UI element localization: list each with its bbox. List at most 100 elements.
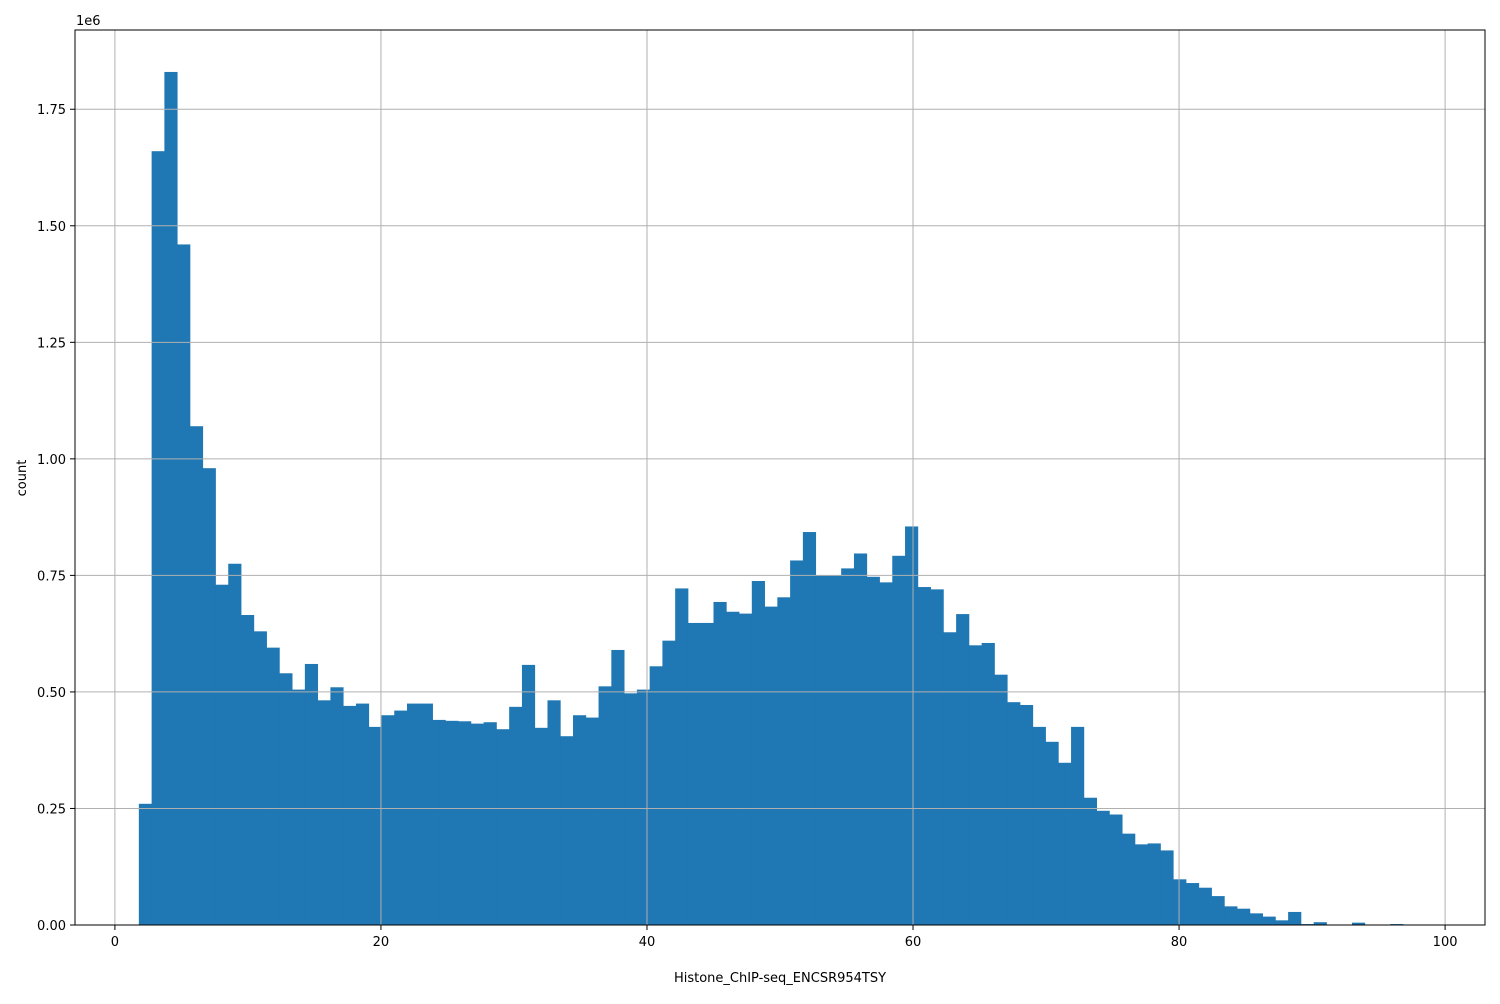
histogram-bar: [1071, 727, 1084, 925]
histogram-bar: [228, 564, 241, 925]
histogram-bar: [1275, 920, 1288, 925]
histogram-bar: [1237, 909, 1250, 925]
x-tick-label: 80: [1171, 935, 1188, 950]
histogram-bar: [1033, 727, 1046, 925]
y-tick-label: 1.25: [37, 336, 66, 351]
histogram-bar: [1212, 896, 1225, 925]
y-tick-label: 1.00: [37, 453, 66, 468]
histogram-bar: [535, 728, 548, 925]
bars-layer: [139, 72, 1429, 925]
histogram-bar: [547, 700, 560, 925]
histogram-bar: [739, 614, 752, 925]
histogram-bar: [1135, 844, 1148, 925]
y-axis-ticks: 0.000.250.500.751.001.251.501.75: [37, 103, 75, 934]
histogram-bar: [611, 650, 624, 925]
histogram-bar: [1263, 917, 1276, 925]
histogram-bar: [496, 729, 509, 925]
histogram-bar: [892, 556, 905, 925]
histogram-bar: [177, 244, 190, 925]
histogram-bar: [1224, 906, 1237, 925]
histogram-bar: [1122, 834, 1135, 925]
y-tick-label: 0.75: [37, 569, 66, 584]
histogram-bar: [573, 715, 586, 925]
histogram-bar: [381, 715, 394, 925]
histogram-bar: [279, 673, 292, 925]
histogram-bar: [1186, 883, 1199, 925]
histogram-bar: [803, 532, 816, 925]
histogram-bar: [650, 666, 663, 925]
y-tick-label: 0.50: [37, 686, 66, 701]
histogram-bar: [688, 623, 701, 925]
histogram-bar: [1007, 702, 1020, 925]
y-axis-offset-label: 1e6: [76, 14, 101, 29]
histogram-bar: [662, 641, 675, 925]
histogram-bar: [1288, 912, 1301, 925]
histogram-bar: [356, 704, 369, 925]
histogram-bar: [369, 727, 382, 925]
histogram-bar: [164, 72, 177, 925]
histogram-bar: [190, 426, 203, 925]
histogram-bar: [777, 597, 790, 925]
histogram-bar: [624, 693, 637, 925]
x-tick-label: 0: [111, 935, 119, 950]
histogram-bar: [905, 526, 918, 925]
histogram-bar: [318, 700, 331, 925]
histogram-bar: [139, 804, 152, 925]
histogram-bar: [305, 664, 318, 925]
histogram-bar: [1173, 879, 1186, 925]
y-tick-label: 1.50: [37, 220, 66, 235]
histogram-bar: [867, 577, 880, 925]
histogram-bar: [1160, 850, 1173, 925]
histogram-bar: [982, 643, 995, 925]
histogram-bar: [1058, 763, 1071, 925]
histogram-bar: [969, 645, 982, 925]
histogram-bar: [1250, 913, 1263, 925]
histogram-bar: [267, 648, 280, 925]
histogram-bar: [586, 718, 599, 925]
y-tick-label: 0.00: [37, 919, 66, 934]
histogram-bar: [458, 721, 471, 925]
histogram-bar: [726, 612, 739, 925]
histogram-bar: [484, 722, 497, 925]
x-tick-label: 40: [639, 935, 656, 950]
histogram-bar: [637, 690, 650, 925]
histogram-bar: [816, 575, 829, 925]
histogram-bar: [943, 632, 956, 925]
histogram-bar: [1097, 811, 1110, 925]
histogram-bar: [752, 581, 765, 925]
histogram-bar: [1199, 888, 1212, 925]
histogram-bar: [343, 706, 356, 925]
histogram-bar: [215, 585, 228, 925]
histogram-bar: [471, 724, 484, 925]
histogram-bar: [880, 582, 893, 925]
histogram-bar: [560, 736, 573, 925]
histogram-bar: [1084, 798, 1097, 925]
histogram-bar: [203, 468, 216, 925]
histogram-bar: [394, 711, 407, 925]
y-axis-label: count: [15, 460, 30, 497]
histogram-bar: [931, 589, 944, 925]
histogram-bar: [918, 587, 931, 925]
histogram-bar: [420, 704, 433, 925]
histogram-bar: [445, 721, 458, 925]
histogram-bar: [407, 704, 420, 925]
histogram-bar: [854, 553, 867, 925]
histogram-bar: [956, 614, 969, 925]
histogram-bar: [254, 631, 267, 925]
histogram-bar: [790, 560, 803, 925]
x-tick-label: 20: [373, 935, 390, 950]
histogram-bar: [292, 690, 305, 925]
histogram-bar: [433, 720, 446, 925]
histogram-bar: [841, 568, 854, 925]
y-tick-label: 0.25: [37, 802, 66, 817]
histogram-bar: [1046, 742, 1059, 925]
histogram-bar: [522, 665, 535, 925]
x-tick-label: 60: [905, 935, 922, 950]
histogram-bar: [713, 602, 726, 925]
histogram-bar: [828, 575, 841, 925]
histogram-bar: [765, 607, 778, 925]
histogram-bar: [1109, 815, 1122, 925]
